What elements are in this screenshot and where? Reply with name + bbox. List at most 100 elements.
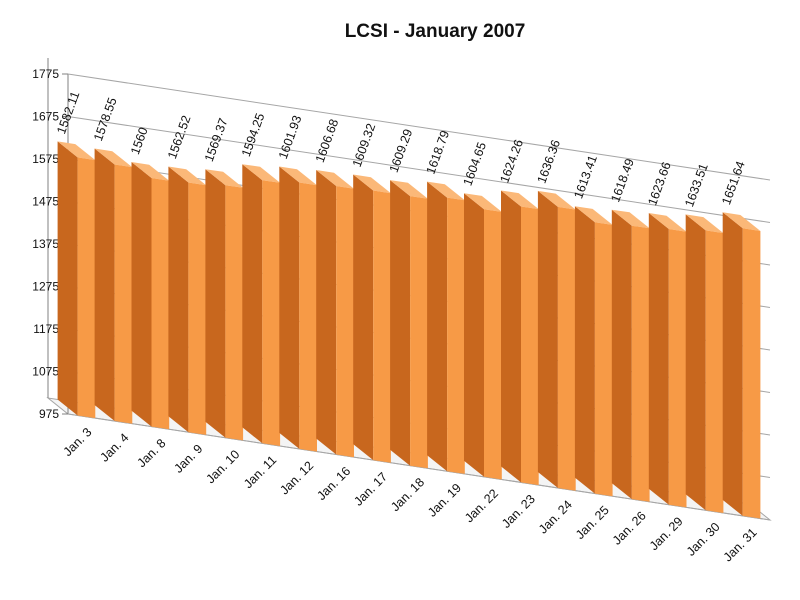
bar-front	[77, 157, 96, 419]
bar-top	[131, 162, 170, 181]
bar-front	[705, 230, 724, 513]
bar-front	[336, 186, 354, 458]
bar-top	[205, 169, 244, 188]
data-label: 1624.26	[497, 137, 526, 184]
bar-side	[168, 166, 189, 433]
bar-side	[390, 180, 411, 466]
bar-side	[501, 190, 521, 483]
bar-front	[188, 182, 207, 435]
data-label: 1651.64	[719, 159, 748, 206]
bar-top	[574, 206, 613, 225]
x-tick-label: Jan. 11	[241, 453, 279, 491]
data-label: 1633.51	[682, 162, 711, 209]
bar	[501, 190, 539, 486]
bar-front	[151, 178, 170, 430]
bar-front	[447, 197, 465, 474]
y-tick-label: 1275	[32, 280, 59, 294]
bar	[611, 209, 650, 502]
bar-front	[742, 228, 761, 519]
bars	[57, 141, 761, 519]
bar-top	[722, 212, 761, 231]
bar	[574, 206, 613, 497]
bar-front	[668, 229, 687, 508]
data-label: 1618.79	[424, 129, 453, 176]
bar-front	[557, 206, 576, 491]
x-tick-label: Jan. 9	[171, 442, 205, 476]
bar	[168, 166, 207, 435]
bar-side	[648, 213, 669, 505]
bar-side	[94, 148, 115, 421]
bar-side	[685, 214, 706, 511]
bar-front	[114, 164, 133, 424]
y-tick-label: 1575	[32, 152, 59, 166]
y-tick-label: 1075	[32, 365, 59, 379]
bar-side	[537, 190, 558, 488]
x-tick-label: Jan. 24	[536, 498, 575, 537]
bar-top	[611, 209, 650, 229]
data-label: 1609.32	[350, 122, 379, 169]
x-tick-label: Jan. 10	[203, 447, 242, 486]
bar-side	[316, 170, 337, 455]
bar-top	[464, 193, 502, 212]
bar-top	[427, 181, 465, 201]
x-tick-label: Jan. 17	[351, 470, 390, 509]
x-tick-label: Jan. 26	[610, 509, 649, 548]
bar	[537, 190, 576, 491]
bar-top	[537, 190, 576, 210]
bar	[464, 193, 502, 480]
bar-side	[722, 212, 743, 516]
bar	[427, 181, 465, 474]
bar-top	[501, 190, 539, 210]
bar-side	[279, 166, 300, 449]
bar-top	[279, 166, 317, 186]
y-tick-label: 1475	[32, 195, 59, 209]
bar	[279, 166, 317, 452]
bar-front	[594, 222, 613, 497]
bar	[57, 141, 96, 419]
bar	[722, 212, 761, 519]
bar-front	[410, 196, 428, 469]
bar	[94, 148, 133, 424]
bar	[685, 214, 724, 513]
y-tick-label: 1775	[32, 67, 59, 81]
x-tick-label: Jan. 30	[684, 520, 723, 559]
bar-front	[262, 180, 281, 446]
y-tick-label: 1375	[32, 237, 59, 251]
bar-top	[94, 148, 133, 168]
bar-top	[685, 214, 724, 234]
bar	[648, 213, 687, 508]
x-tick-label: Jan. 19	[425, 481, 464, 520]
bar-top	[648, 213, 687, 232]
bar-top	[242, 164, 281, 183]
x-tick-label: Jan. 23	[499, 492, 538, 531]
bar	[390, 180, 428, 469]
bar	[353, 174, 391, 463]
x-tick-label: Jan. 29	[647, 514, 686, 553]
bar-side	[353, 174, 374, 461]
bar	[205, 169, 244, 441]
bar-top	[390, 180, 428, 199]
y-axis: 975 1075 1175 1275 1375 1475 1575 1675 1775	[32, 67, 68, 421]
bar-top	[168, 166, 207, 186]
x-tick-label: Jan. 8	[135, 436, 169, 470]
bar-front	[631, 225, 650, 502]
data-label: 1623.66	[645, 160, 674, 207]
x-tick-label: Jan. 3	[61, 425, 95, 459]
bar	[316, 170, 354, 458]
bar-top	[353, 174, 391, 194]
bar-side	[57, 141, 78, 416]
bar-front	[521, 206, 539, 486]
bar-side	[464, 193, 484, 477]
bar-side	[205, 169, 226, 438]
x-tick-label: Jan. 12	[277, 459, 316, 498]
data-label: 1613.41	[571, 153, 600, 200]
x-tick-label: Jan. 25	[573, 503, 612, 542]
data-label: 1578.55	[91, 96, 120, 143]
data-label: 1618.49	[608, 157, 637, 204]
gridline	[67, 73, 771, 181]
bar-top	[316, 170, 354, 189]
data-label: 1560	[128, 125, 151, 156]
bar-front	[225, 185, 244, 441]
x-tick-label: Jan. 16	[314, 464, 353, 503]
